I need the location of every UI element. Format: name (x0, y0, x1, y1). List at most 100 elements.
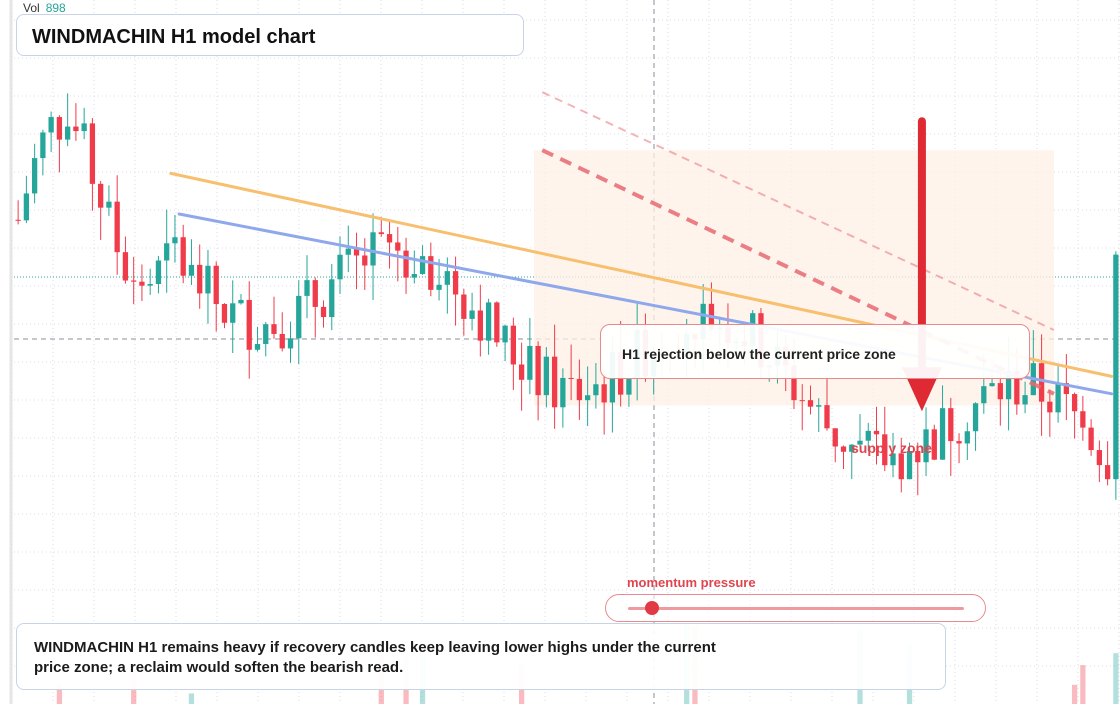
candle-body (411, 274, 417, 278)
candle-body (485, 302, 492, 341)
candle-body (403, 250, 409, 278)
candle-body (461, 294, 467, 319)
candle-body (337, 254, 343, 280)
candle-body (824, 405, 830, 429)
candle-body (213, 265, 219, 305)
candle-body (254, 344, 261, 350)
candle-body (469, 310, 475, 319)
candle-body (807, 400, 814, 407)
candle-body (230, 303, 236, 323)
candle-body (271, 324, 277, 334)
candle-body (31, 158, 38, 194)
chart-title-box: WINDMACHIN H1 model chart (16, 14, 524, 56)
volume-bar (1080, 665, 1086, 704)
candle-body (1014, 370, 1020, 405)
candle-body (626, 379, 632, 395)
candle-body (221, 304, 228, 323)
candle-body (246, 299, 252, 350)
candle-body (73, 126, 79, 132)
candle-body (131, 280, 137, 282)
candle-body (197, 264, 203, 294)
candle-body (502, 325, 508, 343)
candle-body (287, 338, 294, 349)
candle-body (857, 440, 863, 445)
candle-body (915, 450, 921, 463)
candle-body (865, 430, 871, 441)
candle-body (840, 446, 847, 452)
candle-body (1005, 370, 1012, 400)
candle-body (362, 255, 368, 266)
candle-body (452, 271, 459, 295)
momentum-gauge-knob[interactable] (644, 601, 659, 615)
candle-body (1038, 363, 1045, 402)
candle-body (65, 126, 71, 140)
candle-body (791, 365, 797, 401)
rejection-callout: H1 rejection below the current price zon… (600, 324, 1030, 379)
candle-body (601, 384, 607, 403)
candle-body (114, 201, 120, 253)
volume-bar (1113, 653, 1119, 704)
candle-body (1047, 401, 1053, 413)
candle-body (263, 324, 269, 345)
candle-body (1071, 394, 1078, 412)
candle-body (477, 310, 483, 341)
candle-body (370, 232, 376, 266)
candle-body (436, 284, 442, 290)
candle-body (40, 132, 46, 159)
candle-body (535, 345, 541, 396)
candle-body (386, 234, 393, 243)
candle-body (15, 219, 21, 221)
candle-body (494, 302, 500, 343)
candle-body (981, 386, 987, 404)
candle-body (320, 306, 327, 318)
candle-body (964, 431, 970, 444)
candle-body (568, 377, 574, 379)
candle-body (1113, 254, 1119, 480)
candle-body (1104, 465, 1111, 480)
candle-body (304, 280, 310, 296)
candle-body (205, 265, 211, 294)
candle-body (956, 441, 962, 444)
candle-body (510, 325, 516, 365)
candle-body (518, 364, 525, 380)
candle-body (48, 117, 54, 133)
candle-body (180, 237, 186, 276)
candle-body (419, 256, 426, 275)
candle-body (849, 444, 855, 452)
summary-text: WINDMACHIN H1 remains heavy if recovery … (34, 639, 716, 676)
candle-body (296, 295, 302, 339)
candle-body (122, 252, 129, 281)
volume-readout: Vol 898 (23, 1, 66, 15)
candle-body (593, 384, 599, 396)
candle-body (543, 356, 550, 396)
candle-body (832, 428, 838, 447)
candle-body (106, 201, 112, 208)
summary-box: WINDMACHIN H1 remains heavy if recovery … (16, 623, 946, 690)
candle-body (972, 403, 979, 432)
candle-body (882, 434, 888, 466)
candle-body (147, 284, 153, 286)
candle-body (444, 271, 450, 285)
candle-body (89, 123, 96, 184)
volume-bar (188, 693, 195, 704)
candle-body (279, 333, 285, 349)
candle-body (238, 299, 244, 304)
candle-body (378, 232, 384, 235)
candle-body (1080, 411, 1086, 428)
candle-body (98, 183, 104, 208)
candle-body (312, 280, 318, 307)
candle-body (890, 453, 896, 466)
candle-body (799, 400, 805, 402)
candle-body (164, 243, 170, 261)
candle-body (939, 408, 946, 460)
candle-body (1055, 383, 1061, 413)
candle-body (906, 450, 913, 480)
candle-body (931, 429, 937, 460)
candle-body (576, 378, 583, 401)
candle-body (1088, 427, 1094, 451)
candle-body (81, 123, 87, 132)
candle-body (139, 281, 145, 286)
candle-body (1022, 395, 1028, 405)
supply-zone-label: supply zone (851, 440, 932, 456)
candle-body (353, 248, 360, 256)
